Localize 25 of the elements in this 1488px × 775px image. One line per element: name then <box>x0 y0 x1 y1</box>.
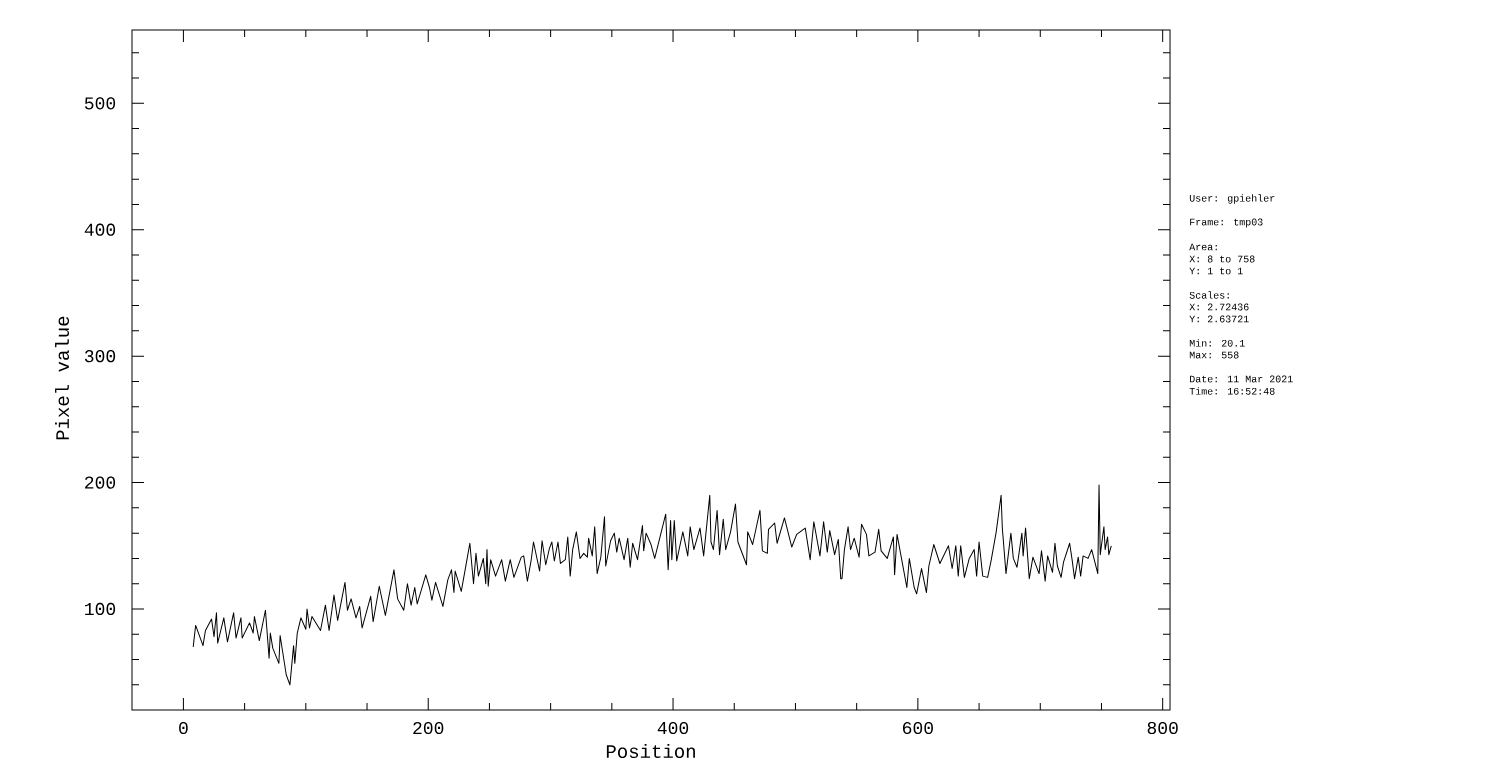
text: X: 8 to 758 <box>1189 255 1255 263</box>
text: Date: 11 Mar 2021 <box>1190 375 1293 383</box>
text: X: 2.72436 <box>1189 303 1249 311</box>
y-tick-label: 400 <box>84 223 116 236</box>
y-tick-label: 100 <box>85 602 116 616</box>
text: Area: <box>1189 243 1217 251</box>
x-tick-label: 600 <box>902 721 933 735</box>
x-tick-label: 200 <box>413 721 444 735</box>
line-series <box>192 484 1112 686</box>
x-axis-title: Position <box>606 744 695 758</box>
text: Min: 20.1 <box>1189 339 1245 347</box>
text: Frame: tmp03 <box>1190 218 1263 228</box>
text: Max: 558 <box>1189 351 1239 359</box>
y-tick-label: 500 <box>84 97 116 110</box>
y-axis-title: Pixel value <box>55 316 70 440</box>
text: Y: 1 to 1 <box>1189 267 1243 275</box>
text: Y: 2.63721 <box>1189 315 1249 323</box>
x-tick-label: 0 <box>179 721 188 735</box>
x-tick-label: 400 <box>657 721 689 735</box>
text: Scales: <box>1189 291 1229 299</box>
text: User: gpiehler <box>1189 194 1275 204</box>
y-tick-label: 300 <box>84 350 116 363</box>
text: Time: 16:52:48 <box>1189 387 1275 395</box>
y-tick-label: 200 <box>85 476 116 489</box>
x-tick-label: 800 <box>1147 721 1178 735</box>
